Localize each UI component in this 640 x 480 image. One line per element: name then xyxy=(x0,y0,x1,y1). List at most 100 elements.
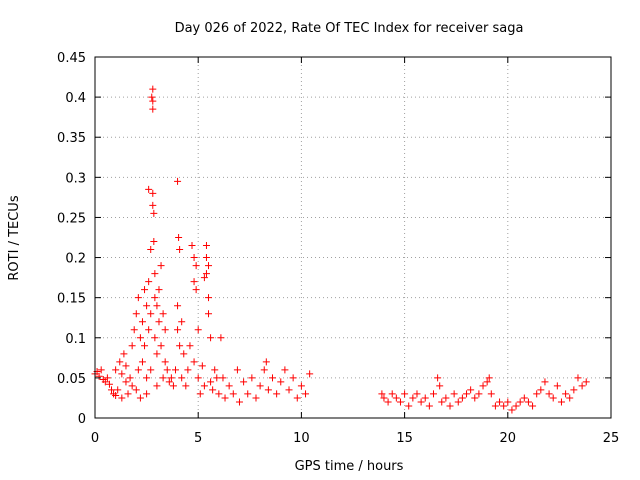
data-point xyxy=(215,390,223,398)
data-point xyxy=(425,402,433,410)
data-point xyxy=(384,398,392,406)
data-point xyxy=(434,374,442,382)
y-tick-label: 0.3 xyxy=(65,171,86,186)
data-point xyxy=(155,318,163,326)
data-point xyxy=(458,394,466,402)
data-point xyxy=(248,374,256,382)
data-point xyxy=(207,378,215,386)
data-point xyxy=(118,370,126,378)
data-point xyxy=(297,382,305,390)
data-point xyxy=(190,254,198,262)
data-point xyxy=(520,394,528,402)
data-point xyxy=(161,326,169,334)
data-point xyxy=(124,390,132,398)
data-point xyxy=(196,390,204,398)
data-point xyxy=(277,378,285,386)
data-point xyxy=(163,366,171,374)
data-point xyxy=(167,374,175,382)
data-point xyxy=(200,382,208,390)
data-point xyxy=(103,374,111,382)
data-point xyxy=(149,97,157,105)
data-point xyxy=(225,382,233,390)
y-tick-label: 0.4 xyxy=(65,91,86,106)
data-point xyxy=(401,390,409,398)
data-point xyxy=(176,342,184,350)
data-point xyxy=(122,362,130,370)
x-tick-label: 25 xyxy=(603,431,620,446)
data-point xyxy=(446,402,454,410)
data-point xyxy=(545,390,553,398)
data-point xyxy=(148,93,156,101)
data-points xyxy=(91,85,590,414)
data-point xyxy=(112,392,120,400)
data-point xyxy=(159,374,167,382)
data-point xyxy=(454,398,462,406)
data-point xyxy=(487,390,495,398)
data-point xyxy=(200,274,208,282)
grid-lines xyxy=(95,57,611,418)
data-point xyxy=(132,386,140,394)
data-point xyxy=(190,278,198,286)
data-point xyxy=(114,386,122,394)
data-point xyxy=(186,342,194,350)
data-point xyxy=(205,294,213,302)
data-point xyxy=(192,286,200,294)
data-point xyxy=(147,366,155,374)
data-point xyxy=(169,382,177,390)
data-point xyxy=(582,378,590,386)
x-tick-label: 15 xyxy=(396,431,413,446)
data-point xyxy=(213,374,221,382)
data-point xyxy=(380,394,388,402)
data-point xyxy=(471,394,479,402)
data-point xyxy=(194,326,202,334)
y-tick-label: 0.05 xyxy=(57,372,86,387)
axis-ticks: 0 0.05 0.1 0.15 0.2 0.25 0.3 0.35 0.4 0.45 0 5 10 15 2… xyxy=(57,51,619,446)
data-point xyxy=(289,374,297,382)
data-point xyxy=(153,382,161,390)
data-point xyxy=(202,242,210,250)
data-point xyxy=(570,386,578,394)
data-point xyxy=(529,402,537,410)
x-tick-label: 10 xyxy=(293,431,310,446)
data-point xyxy=(118,394,126,402)
data-point xyxy=(512,402,520,410)
data-point xyxy=(578,382,586,390)
data-point xyxy=(240,378,248,386)
data-point xyxy=(180,350,188,358)
x-tick-label: 0 xyxy=(91,431,99,446)
data-point xyxy=(126,374,134,382)
data-point xyxy=(128,382,136,390)
data-point xyxy=(302,390,310,398)
data-point xyxy=(149,105,157,113)
data-point xyxy=(153,350,161,358)
y-axis-label: ROTI / TECUs xyxy=(7,195,22,280)
data-point xyxy=(491,402,499,410)
data-point xyxy=(150,209,158,217)
data-point xyxy=(388,390,396,398)
data-point xyxy=(95,372,103,380)
data-point xyxy=(174,302,182,310)
data-point xyxy=(184,366,192,374)
x-axis-label: GPS time / hours xyxy=(295,459,404,474)
data-point xyxy=(143,302,151,310)
data-point xyxy=(549,394,557,402)
data-point xyxy=(450,390,458,398)
data-point xyxy=(97,366,105,374)
y-tick-label: 0.45 xyxy=(57,51,86,66)
data-point xyxy=(145,326,153,334)
data-point xyxy=(188,242,196,250)
data-point xyxy=(566,394,574,402)
y-tick-label: 0.2 xyxy=(65,252,86,267)
data-point xyxy=(205,262,213,270)
data-point xyxy=(159,310,167,318)
data-point xyxy=(378,390,386,398)
data-point xyxy=(178,318,186,326)
data-point xyxy=(120,350,128,358)
data-point xyxy=(557,398,565,406)
data-point xyxy=(108,386,116,394)
data-point xyxy=(516,398,524,406)
data-point xyxy=(198,362,206,370)
y-tick-label: 0.1 xyxy=(65,332,86,347)
data-point xyxy=(130,326,138,334)
data-point xyxy=(269,374,277,382)
